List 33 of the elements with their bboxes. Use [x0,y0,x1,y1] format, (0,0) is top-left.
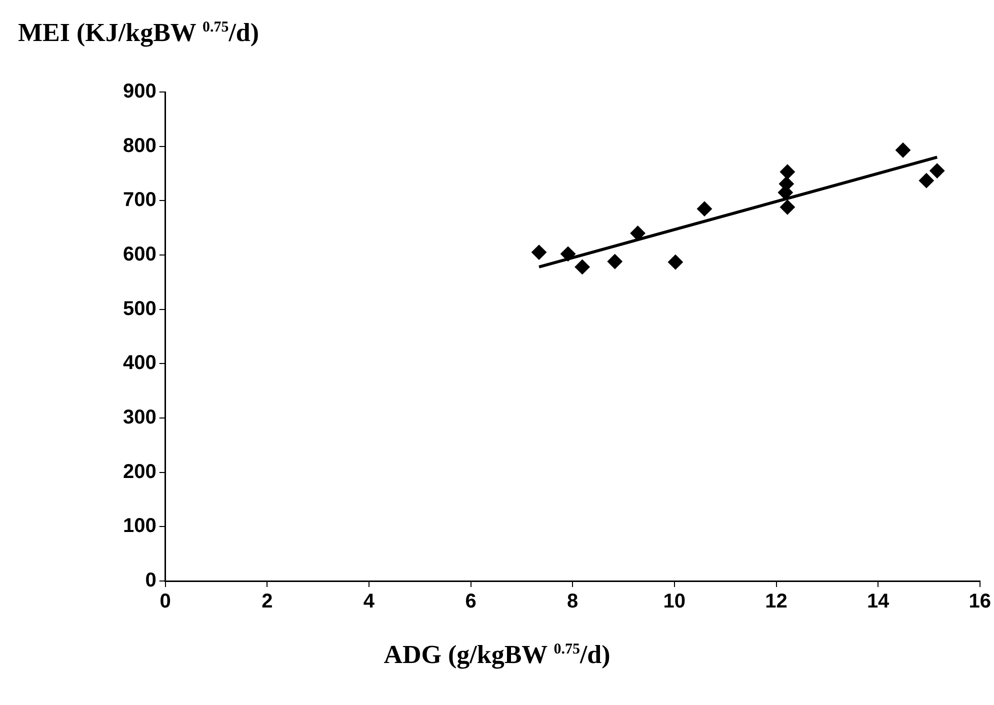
x-axis-title: ADG (g/kgBW $^{0.75}$/d) [382,640,612,670]
y-tick-label: 100 [122,515,156,538]
x-tick-label: 8 [567,590,578,613]
y-tick-label: 700 [122,189,156,212]
y-tick-label: 600 [122,244,156,266]
point [607,254,622,270]
point [780,200,795,215]
y-axis-title: MEI (KJ/kgBW $^{0.75}$/d) [18,18,260,48]
x-tick-label: 0 [160,590,171,613]
x-tick-label: 4 [363,590,376,613]
y-tick-label: 0 [145,570,156,592]
y-tick-label: 400 [122,352,156,374]
point [560,246,576,262]
x-tick-label: 16 [968,590,991,613]
point [668,254,683,270]
point [532,244,547,260]
point [630,226,646,241]
y-tick-label: 800 [122,134,156,157]
point [574,259,590,274]
point [780,164,795,180]
y-tick-label: 300 [122,406,156,429]
y-tick-label: 200 [122,460,156,483]
point [930,163,945,178]
x-tick-label: 6 [465,590,476,613]
x-tick-label: 14 [866,590,890,613]
point [896,142,911,158]
point [918,173,934,188]
y-tick-label: 500 [122,298,156,320]
x-tick-label: 12 [765,590,788,613]
x-tick-label: 2 [262,590,273,613]
point [696,201,712,216]
x-tick-label: 10 [663,590,686,613]
y-tick-label: 900 [122,80,156,103]
